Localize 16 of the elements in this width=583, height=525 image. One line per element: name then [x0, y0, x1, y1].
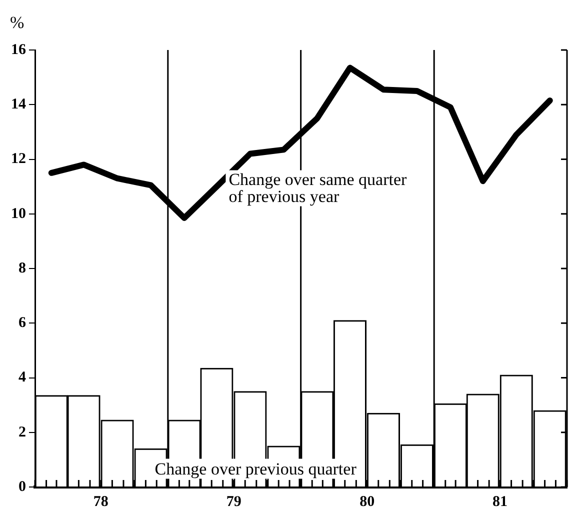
x-tick-label: 78: [93, 494, 108, 510]
y-tick-label: 0: [18, 478, 26, 495]
y-tick-label: 14: [11, 96, 26, 112]
y-tick-label: 2: [18, 424, 26, 440]
series-label: Change over previous quarter: [154, 460, 357, 479]
series-label: Change over same quarter of previous year: [228, 170, 407, 206]
y-axis-title: %: [10, 13, 24, 32]
y-tick-label: 16: [11, 42, 26, 58]
y-tick-label: 12: [11, 151, 26, 168]
y-tick-label: 6: [18, 315, 26, 331]
x-tick-label: 81: [492, 494, 508, 510]
y-tick-label: 8: [18, 260, 26, 276]
y-tick-label: 10: [11, 206, 26, 222]
x-tick-label: 79: [226, 494, 242, 510]
x-tick-label: 80: [360, 494, 375, 510]
y-tick-label: 4: [18, 370, 26, 386]
